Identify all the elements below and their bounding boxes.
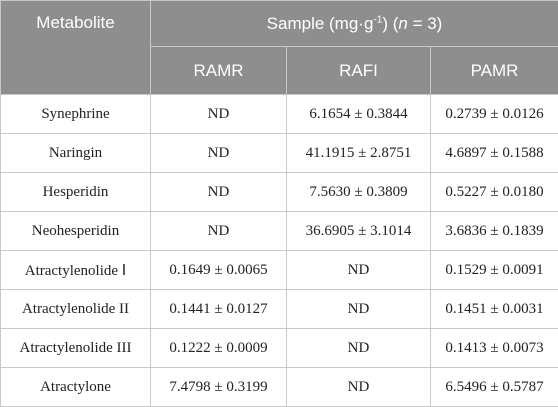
header-sample: Sample (mg·g-1) (n = 3) bbox=[151, 1, 558, 47]
pamr-cell: 0.1413 ± 0.0073 bbox=[431, 329, 558, 368]
header-sample-sup: -1 bbox=[373, 14, 382, 25]
ramr-cell: 0.1441 ± 0.0127 bbox=[151, 290, 287, 329]
header-row-top: Metabolite Sample (mg·g-1) (n = 3) bbox=[1, 1, 558, 47]
pamr-cell: 0.1451 ± 0.0031 bbox=[431, 290, 558, 329]
rafi-cell: 41.1915 ± 2.8751 bbox=[287, 134, 431, 173]
metabolite-cell: Hesperidin bbox=[1, 173, 151, 212]
metabolite-cell: Neohesperidin bbox=[1, 212, 151, 251]
metabolite-cell: Atractylenolide II bbox=[1, 290, 151, 329]
header-col-pamr: PAMR bbox=[431, 47, 558, 95]
ramr-cell: ND bbox=[151, 134, 287, 173]
header-col-rafi: RAFI bbox=[287, 47, 431, 95]
rafi-cell: ND bbox=[287, 329, 431, 368]
header-sample-suffix: = 3) bbox=[408, 14, 443, 33]
pamr-cell: 3.6836 ± 0.1839 bbox=[431, 212, 558, 251]
rafi-cell: ND bbox=[287, 251, 431, 290]
rafi-cell: 7.5630 ± 0.3809 bbox=[287, 173, 431, 212]
pamr-cell: 6.5496 ± 0.5787 bbox=[431, 368, 558, 407]
rafi-cell: 36.6905 ± 3.1014 bbox=[287, 212, 431, 251]
rafi-cell: ND bbox=[287, 290, 431, 329]
header-sample-prefix: Sample (mg·g bbox=[267, 14, 374, 33]
ramr-cell: 0.1222 ± 0.0009 bbox=[151, 329, 287, 368]
ramr-cell: ND bbox=[151, 173, 287, 212]
pamr-cell: 4.6897 ± 0.1588 bbox=[431, 134, 558, 173]
ramr-cell: 0.1649 ± 0.0065 bbox=[151, 251, 287, 290]
ramr-cell: 7.4798 ± 0.3199 bbox=[151, 368, 287, 407]
rafi-cell: ND bbox=[287, 368, 431, 407]
metabolite-cell: Synephrine bbox=[1, 95, 151, 134]
pamr-cell: 0.2739 ± 0.0126 bbox=[431, 95, 558, 134]
metabolite-cell: Atractylenolide Ⅰ bbox=[1, 251, 151, 290]
metabolite-cell: Naringin bbox=[1, 134, 151, 173]
metabolite-cell: Atractylenolide III bbox=[1, 329, 151, 368]
header-metabolite: Metabolite bbox=[1, 1, 151, 95]
pamr-cell: 0.5227 ± 0.0180 bbox=[431, 173, 558, 212]
header-sample-mid: ) ( bbox=[382, 14, 398, 33]
pamr-cell: 0.1529 ± 0.0091 bbox=[431, 251, 558, 290]
ramr-cell: ND bbox=[151, 212, 287, 251]
metabolite-cell: Atractylone bbox=[1, 368, 151, 407]
ramr-cell: ND bbox=[151, 95, 287, 134]
header-sample-n: n bbox=[398, 14, 407, 33]
header-col-ramr: RAMR bbox=[151, 47, 287, 95]
rafi-cell: 6.1654 ± 0.3844 bbox=[287, 95, 431, 134]
